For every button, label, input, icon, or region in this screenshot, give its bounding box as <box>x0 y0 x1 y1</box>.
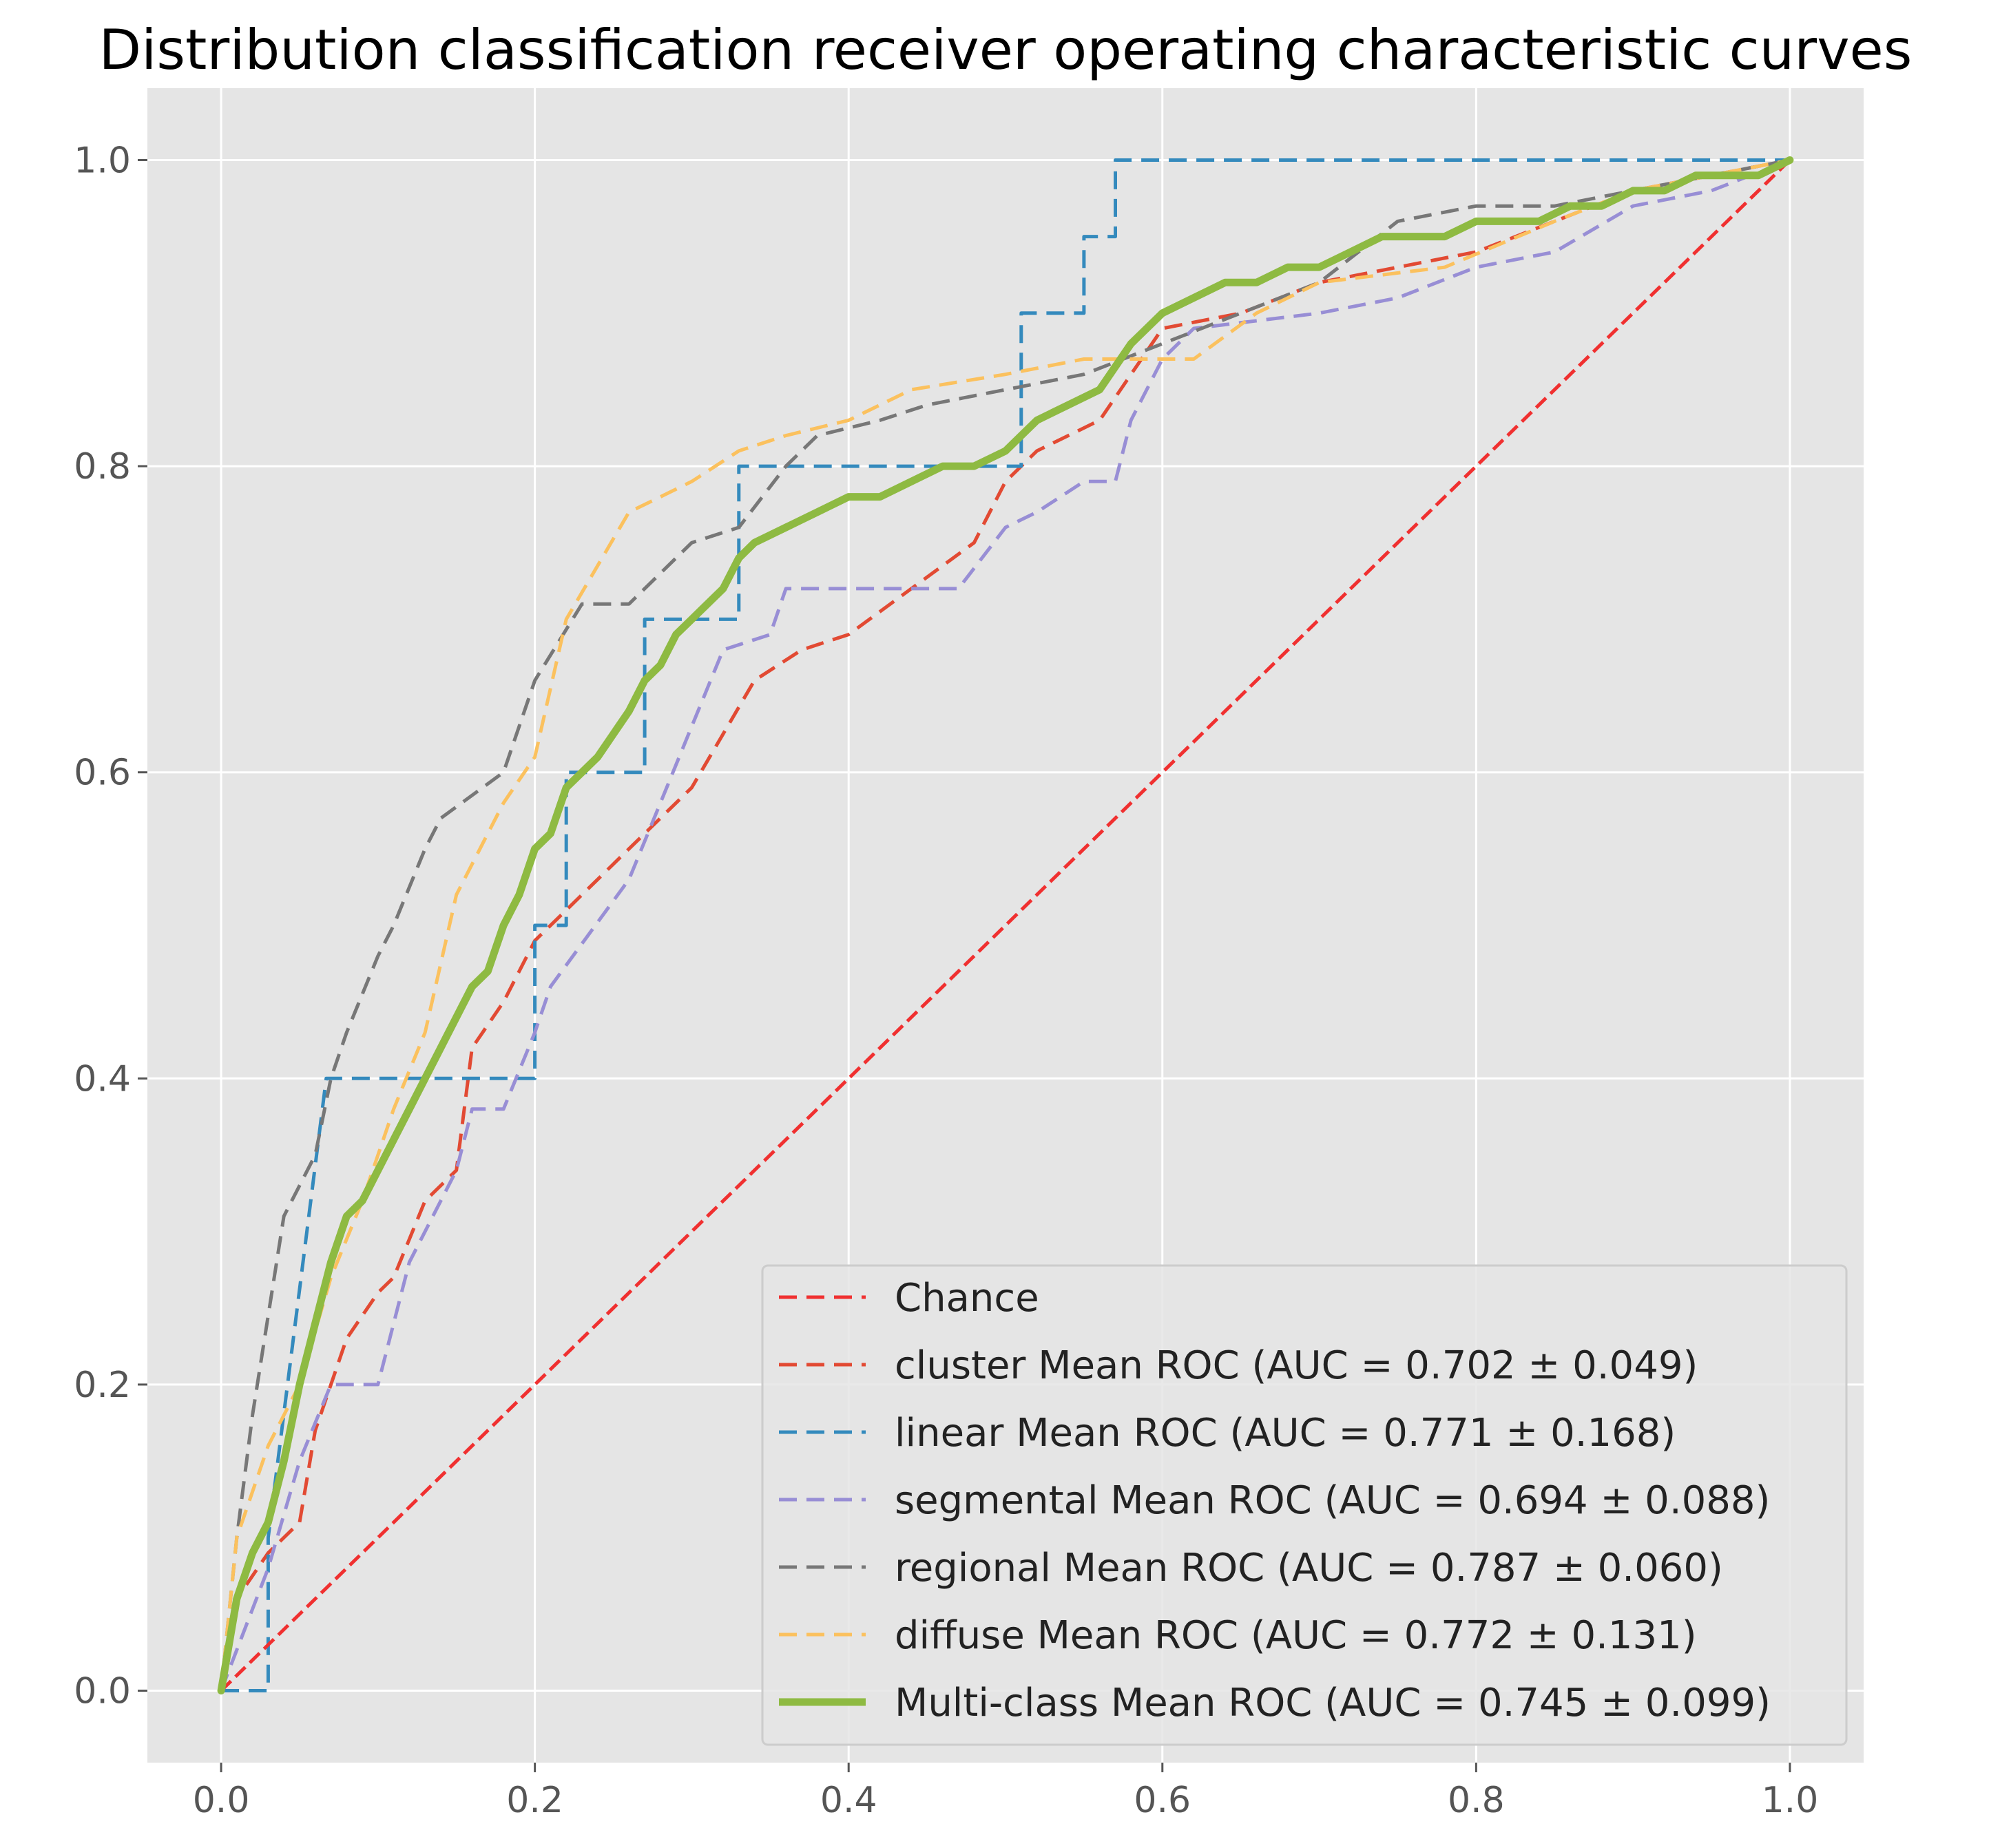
x-tick-label: 0.8 <box>1448 1780 1505 1821</box>
y-tick-label: 0.4 <box>74 1058 131 1100</box>
legend-label: segmental Mean ROC (AUC = 0.694 ± 0.088) <box>895 1478 1770 1523</box>
x-axis: 0.0 0.2 0.4 0.6 0.8 1.0 <box>193 1763 1819 1821</box>
x-tick-label: 1.0 <box>1762 1780 1819 1821</box>
legend-label: Multi-class Mean ROC (AUC = 0.745 ± 0.09… <box>895 1681 1771 1725</box>
y-tick-label: 0.8 <box>74 446 131 487</box>
y-tick-label: 0.0 <box>74 1671 131 1712</box>
y-tick-label: 0.2 <box>74 1365 131 1406</box>
series-line-regional <box>219 158 1791 1691</box>
x-tick-label: 0.4 <box>820 1780 877 1821</box>
series-line-diffuse <box>219 158 1791 1691</box>
series-line-cluster <box>219 158 1791 1691</box>
legend-box <box>761 1264 1848 1746</box>
x-tick-label: 0.2 <box>506 1780 563 1821</box>
legend: Chance cluster Mean ROC (AUC = 0.702 ± 0.… <box>761 1264 1848 1746</box>
series-lines <box>217 156 1794 1694</box>
series-line-linear <box>221 158 1790 1692</box>
series-line-multi-class <box>217 156 1794 1694</box>
x-tick-label: 0.6 <box>1134 1780 1191 1821</box>
x-tick-label: 0.0 <box>193 1780 250 1821</box>
chart-title: Distribution classification receiver ope… <box>99 18 1913 82</box>
y-axis: 0.0 0.2 0.4 0.6 0.8 1.0 <box>74 140 147 1712</box>
series-line-chance <box>220 158 1791 1692</box>
legend-label: diffuse Mean ROC (AUC = 0.772 ± 0.131) <box>895 1613 1697 1658</box>
legend-label: linear Mean ROC (AUC = 0.771 ± 0.168) <box>895 1411 1676 1456</box>
legend-label: regional Mean ROC (AUC = 0.787 ± 0.060) <box>895 1546 1723 1590</box>
series-line-segmental <box>219 158 1791 1692</box>
y-tick-label: 0.6 <box>74 753 131 794</box>
y-tick-label: 1.0 <box>74 140 131 181</box>
legend-label: Chance <box>895 1276 1039 1321</box>
legend-label: cluster Mean ROC (AUC = 0.702 ± 0.049) <box>895 1343 1698 1388</box>
